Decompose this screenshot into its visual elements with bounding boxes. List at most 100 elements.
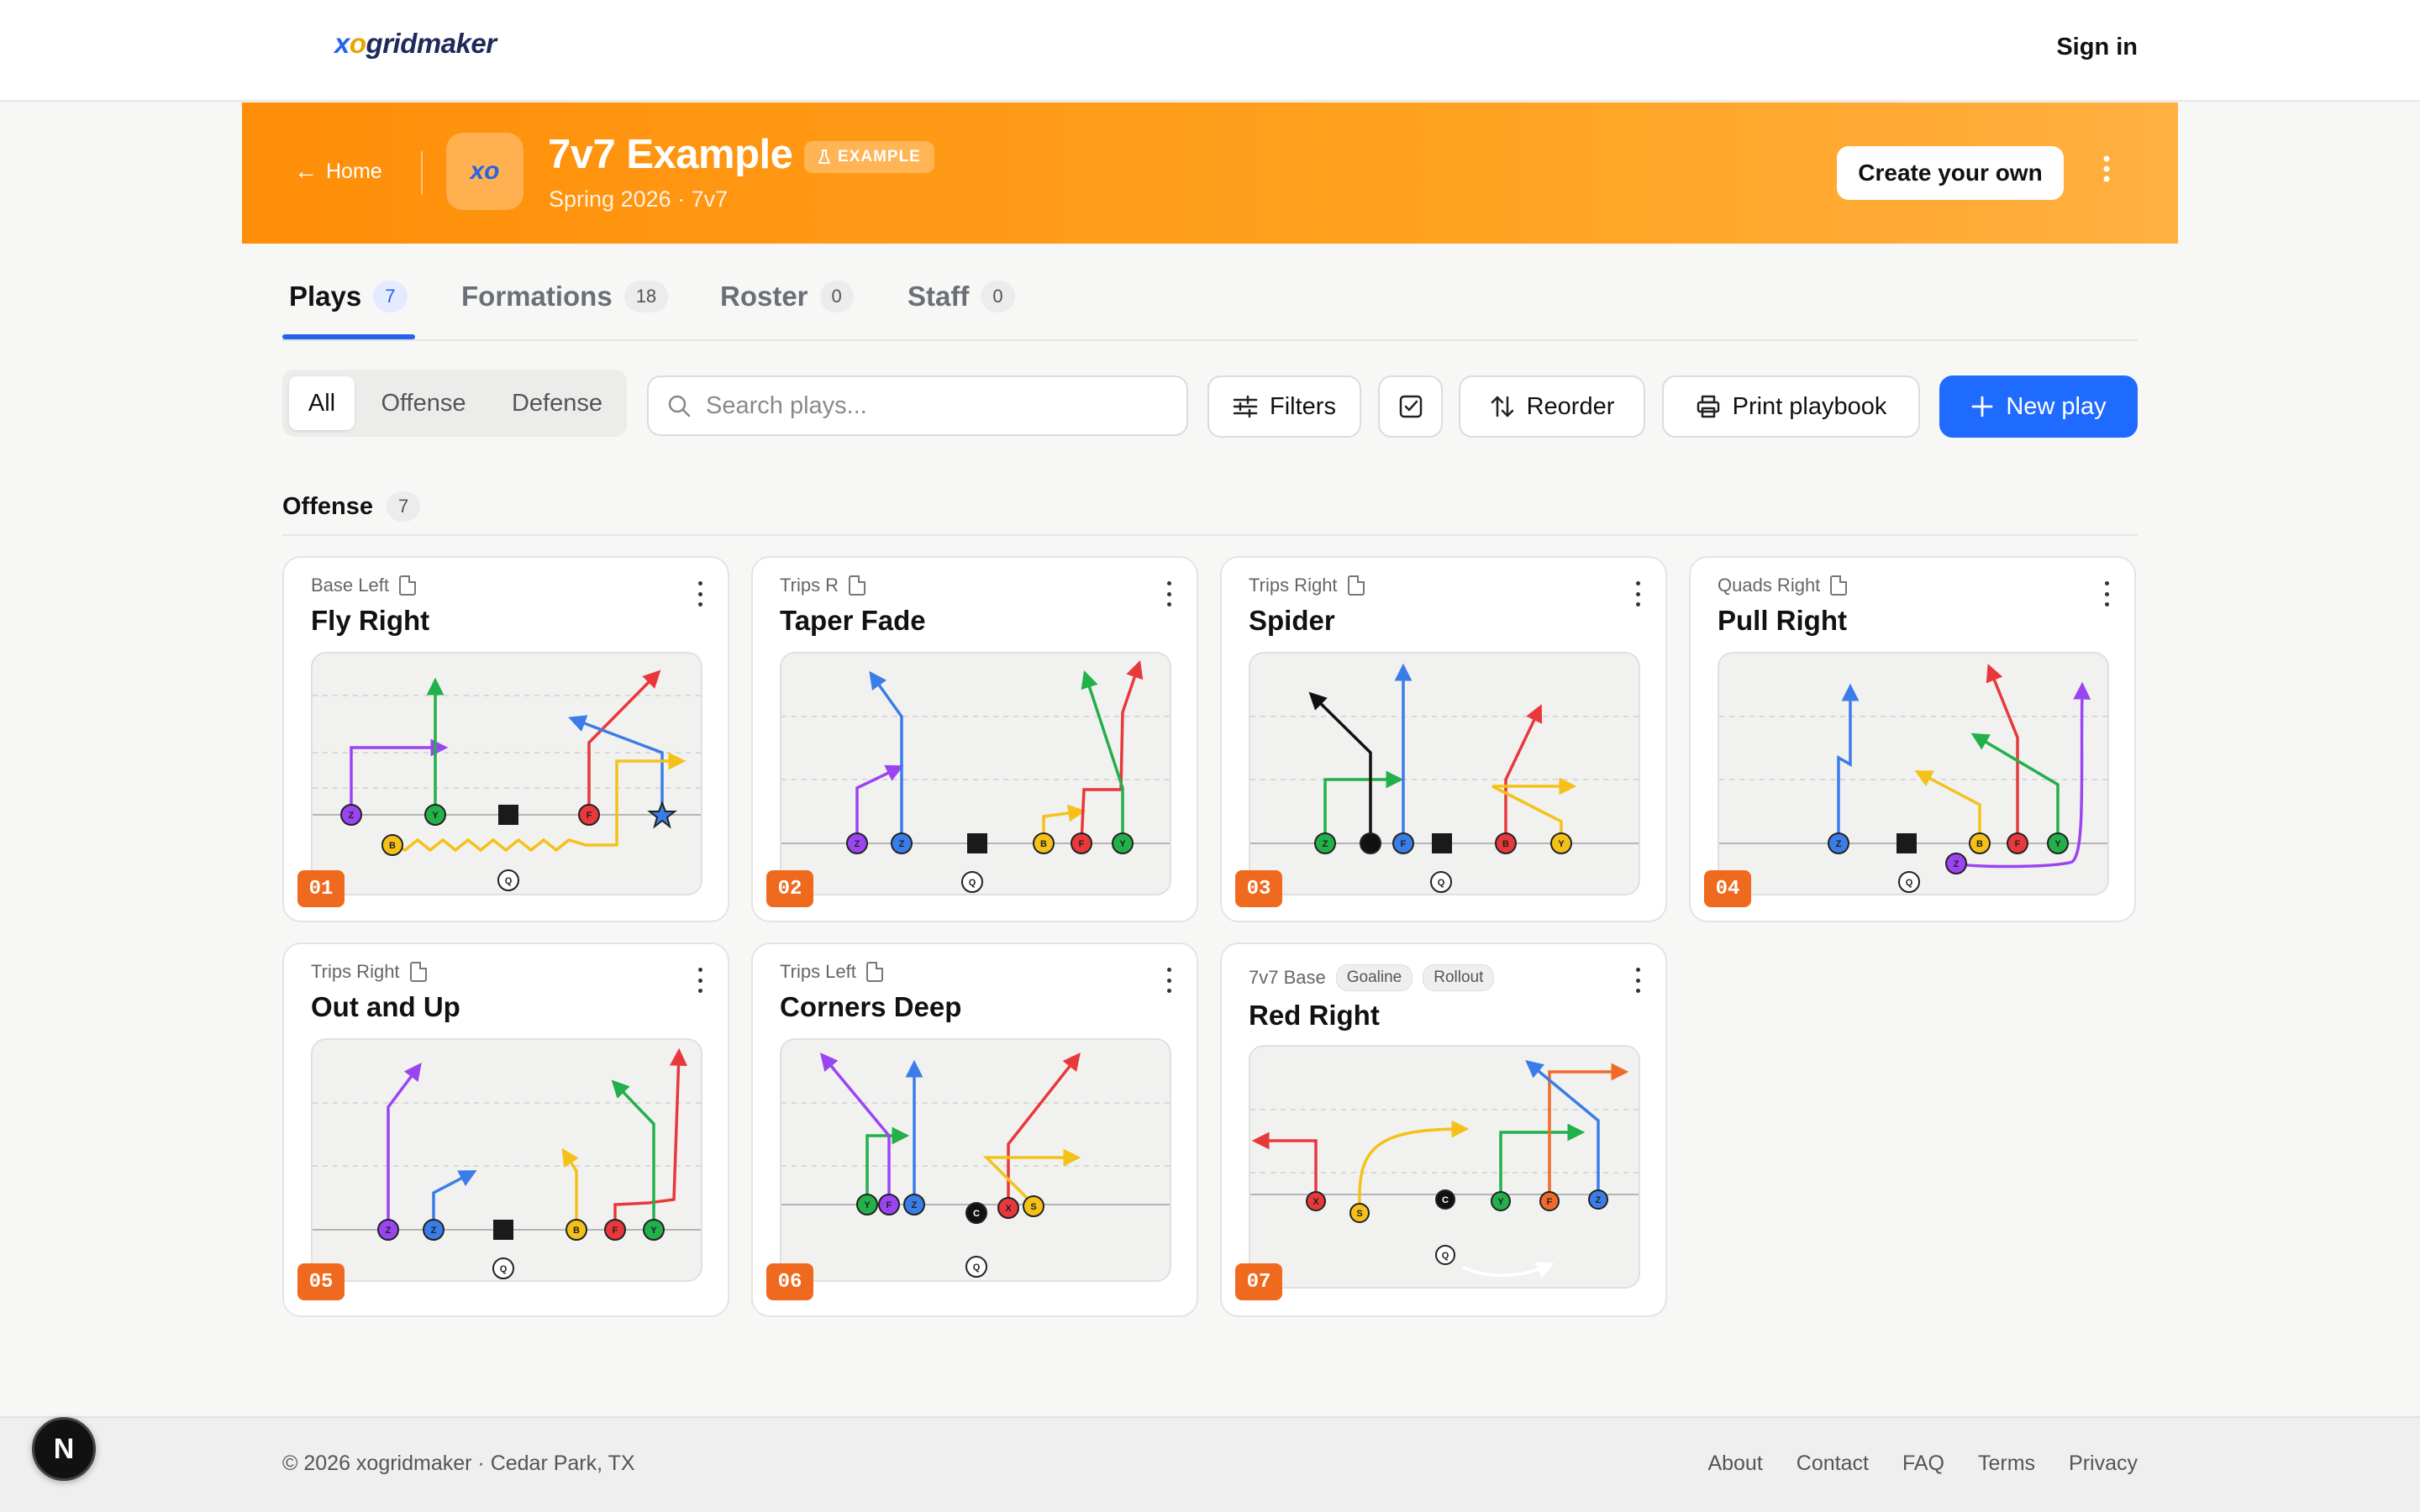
play-card[interactable]: Trips Left Corners Deep Y F Z C X S Q [751, 942, 1198, 1317]
create-your-own-button[interactable]: Create your own [1837, 146, 2064, 200]
footer-link-privacy[interactable]: Privacy [2069, 1452, 2138, 1475]
play-card[interactable]: Trips R Taper Fade Z Z B F Y Q 02 [751, 556, 1198, 922]
tab-formations[interactable]: Formations 18 [461, 281, 669, 312]
play-title: Corners Deep [780, 991, 962, 1022]
document-icon [1347, 575, 1365, 596]
printer-icon [1697, 395, 1719, 418]
print-label: Print playbook [1732, 392, 1887, 420]
select-mode-button[interactable] [1378, 375, 1443, 438]
home-link[interactable]: ← Home [294, 158, 382, 185]
play-tag: Goaline [1335, 964, 1413, 991]
play-card[interactable]: Trips Right Spider Z F B Y Q 03 [1220, 556, 1667, 922]
new-play-button[interactable]: New play [1939, 375, 2138, 438]
svg-text:F: F [1547, 1197, 1553, 1207]
svg-text:F: F [1401, 839, 1407, 849]
svg-text:Z: Z [1596, 1195, 1602, 1205]
play-tag: Rollout [1423, 964, 1495, 991]
play-diagram-svg: X S C Y F Z Q [1250, 1059, 1639, 1278]
svg-text:B: B [573, 1226, 580, 1236]
svg-text:F: F [886, 1200, 892, 1210]
svg-text:F: F [613, 1226, 618, 1236]
top-bar: xogridmaker Sign in [0, 0, 2420, 102]
footer-link-faq[interactable]: FAQ [1902, 1452, 1944, 1475]
arrow-left-icon: ← [294, 158, 318, 184]
footer-link-about[interactable]: About [1707, 1452, 1763, 1475]
example-badge-label: EXAMPLE [838, 148, 921, 165]
sort-arrows-icon [1491, 396, 1513, 417]
document-icon [398, 575, 416, 596]
play-diagram-svg: Z Z B F Y Q [781, 660, 1170, 893]
tab-count: 18 [623, 281, 669, 312]
play-card[interactable]: Trips Right Out and Up Z Z B F Y Q [282, 942, 729, 1317]
play-number: 04 [1704, 870, 1751, 907]
filter-all[interactable]: All [289, 376, 355, 430]
checkbox-icon [1399, 395, 1422, 418]
svg-text:Q: Q [973, 1263, 981, 1273]
card-menu-icon[interactable] [2102, 581, 2111, 606]
team-logo-text: xo [470, 157, 500, 185]
play-card[interactable]: 7v7 Base Goaline Rollout Red Right X S C… [1220, 942, 1667, 1317]
play-number: 06 [766, 1263, 813, 1300]
search-box [647, 375, 1188, 436]
tab-label: Roster [720, 281, 808, 312]
filters-button[interactable]: Filters [1207, 375, 1361, 438]
tab-plays[interactable]: Plays 7 [289, 281, 408, 312]
document-icon [849, 575, 866, 596]
banner-more-icon[interactable] [2096, 155, 2117, 192]
app-logo[interactable]: xogridmaker [334, 28, 497, 60]
filter-offense[interactable]: Offense [381, 389, 466, 417]
svg-text:Z: Z [899, 839, 905, 849]
svg-text:B: B [1976, 839, 1983, 849]
formation-label: Quads Right [1718, 575, 1821, 596]
sign-in-link[interactable]: Sign in [2056, 34, 2138, 60]
svg-text:F: F [2015, 839, 2021, 849]
reorder-button[interactable]: Reorder [1459, 375, 1645, 438]
svg-text:Z: Z [1323, 839, 1328, 849]
svg-text:Z: Z [912, 1200, 918, 1210]
svg-text:Z: Z [1836, 839, 1842, 849]
filter-defense[interactable]: Defense [511, 389, 602, 417]
tab-staff[interactable]: Staff 0 [908, 281, 1015, 312]
formation-label: Trips Right [311, 961, 400, 982]
card-menu-icon[interactable] [1634, 968, 1642, 993]
tab-roster[interactable]: Roster 0 [720, 281, 854, 312]
play-diagram: Z Y F B Q [311, 652, 702, 895]
play-card[interactable]: Quads Right Pull Right Z B F Y Z Q [1689, 556, 2136, 922]
play-diagram-svg: Z F B Y Q [1250, 663, 1639, 893]
play-diagram: Z Z B F Y Q [311, 1038, 702, 1282]
svg-text:Q: Q [969, 878, 976, 888]
play-diagram: Z B F Y Z Q [1718, 652, 2109, 895]
svg-text:X: X [1005, 1204, 1012, 1214]
logo-text: gridmaker [366, 28, 497, 59]
svg-text:F: F [1079, 839, 1085, 849]
play-title: Out and Up [311, 991, 460, 1022]
svg-text:X: X [1313, 1197, 1319, 1207]
card-menu-icon[interactable] [1165, 968, 1173, 993]
play-number: 03 [1235, 870, 1282, 907]
play-card[interactable]: Base Left Fly Right Z Y F B Q 01 [282, 556, 729, 922]
card-menu-icon[interactable] [1165, 581, 1173, 606]
document-icon [865, 962, 883, 982]
svg-text:C: C [1442, 1195, 1449, 1205]
play-formation: Quads Right [1718, 575, 1848, 596]
card-menu-icon[interactable] [696, 968, 704, 993]
active-tab-indicator [282, 334, 415, 339]
logo-o: o [349, 28, 366, 59]
dev-tools-badge[interactable]: N [32, 1417, 96, 1481]
card-menu-icon[interactable] [696, 581, 704, 606]
card-menu-icon[interactable] [1634, 581, 1642, 606]
play-formation: Trips Left [780, 961, 883, 983]
team-banner: ← Home xo 7v7 Example EXAMPLE Spring 202… [242, 102, 2178, 244]
play-formation: Trips Right [311, 961, 427, 983]
svg-text:Y: Y [2054, 839, 2061, 849]
kebab-icon [2103, 155, 2110, 182]
play-title: Red Right [1249, 1000, 1380, 1031]
svg-text:Z: Z [855, 839, 860, 849]
footer-link-contact[interactable]: Contact [1796, 1452, 1869, 1475]
print-playbook-button[interactable]: Print playbook [1662, 375, 1920, 438]
search-icon [668, 395, 691, 417]
search-input[interactable] [706, 391, 1160, 420]
dev-badge-letter: N [53, 1432, 75, 1465]
team-logo: xo [446, 133, 523, 210]
footer-link-terms[interactable]: Terms [1977, 1452, 2036, 1475]
